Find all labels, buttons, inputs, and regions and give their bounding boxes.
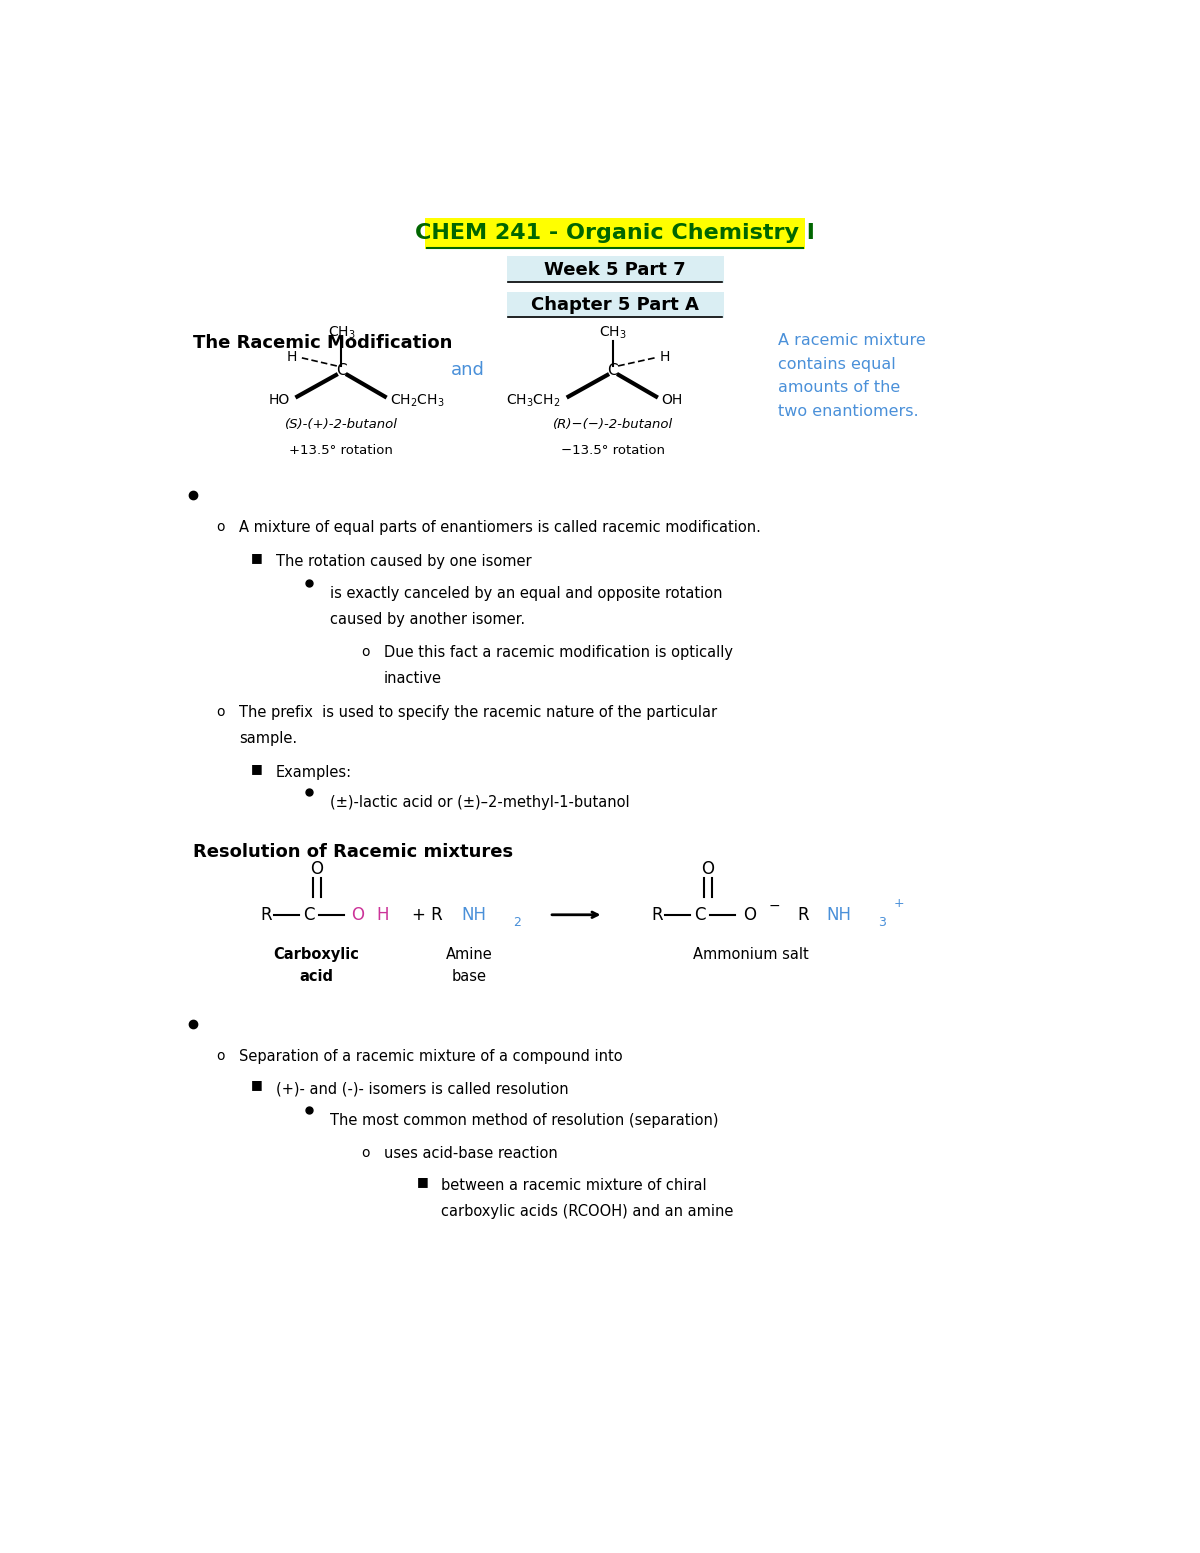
Text: The Racemic Modification: The Racemic Modification <box>193 334 452 351</box>
Text: is exactly canceled by an equal and opposite rotation: is exactly canceled by an equal and oppo… <box>330 585 722 601</box>
Text: A racemic mixture
contains equal
amounts of the
two enantiomers.: A racemic mixture contains equal amounts… <box>778 334 925 419</box>
Text: C: C <box>695 905 706 924</box>
Text: H: H <box>287 349 298 363</box>
Text: CHEM 241 - Organic Chemistry I: CHEM 241 - Organic Chemistry I <box>415 224 815 244</box>
Text: −: − <box>768 899 780 913</box>
Text: O: O <box>352 905 365 924</box>
Text: O: O <box>743 905 756 924</box>
Text: acid: acid <box>300 969 334 983</box>
Text: Examples:: Examples: <box>276 764 352 780</box>
Text: Resolution of Racemic mixtures: Resolution of Racemic mixtures <box>193 843 512 862</box>
Text: base: base <box>452 969 487 983</box>
Text: Separation of a racemic mixture of a compound into: Separation of a racemic mixture of a com… <box>239 1048 623 1064</box>
Text: + R: + R <box>412 905 443 924</box>
Text: o: o <box>216 705 224 719</box>
FancyBboxPatch shape <box>425 217 805 248</box>
Text: The most common method of resolution (separation): The most common method of resolution (se… <box>330 1114 719 1129</box>
Text: Ammonium salt: Ammonium salt <box>692 947 809 963</box>
Text: H: H <box>659 349 670 363</box>
Text: O: O <box>702 859 714 877</box>
Text: $\mathrm{CH_2CH_3}$: $\mathrm{CH_2CH_3}$ <box>390 393 445 408</box>
Text: C: C <box>336 363 347 377</box>
FancyBboxPatch shape <box>506 256 724 283</box>
Text: HO: HO <box>269 393 289 407</box>
Text: (+)- and (-)- isomers is called resolution: (+)- and (-)- isomers is called resoluti… <box>276 1081 568 1096</box>
Text: ■: ■ <box>251 1078 263 1092</box>
FancyBboxPatch shape <box>506 292 724 318</box>
Text: (S)-(+)-2-butanol: (S)-(+)-2-butanol <box>284 418 398 432</box>
Text: Due this fact a racemic modification is optically: Due this fact a racemic modification is … <box>384 644 733 660</box>
Text: $\mathrm{CH_3CH_2}$: $\mathrm{CH_3CH_2}$ <box>506 393 560 408</box>
Text: o: o <box>361 644 370 658</box>
Text: sample.: sample. <box>239 731 298 745</box>
Text: O: O <box>310 859 323 877</box>
Text: ■: ■ <box>251 761 263 775</box>
Text: 2: 2 <box>512 916 521 929</box>
Text: NH: NH <box>462 905 486 924</box>
Text: o: o <box>216 1048 224 1062</box>
Text: C: C <box>607 363 618 377</box>
Text: o: o <box>361 1146 370 1160</box>
Text: and: and <box>451 362 485 379</box>
Text: OH: OH <box>661 393 683 407</box>
Text: caused by another isomer.: caused by another isomer. <box>330 612 524 627</box>
Text: between a racemic mixture of chiral: between a racemic mixture of chiral <box>440 1179 707 1193</box>
Text: uses acid-base reaction: uses acid-base reaction <box>384 1146 558 1160</box>
Text: Carboxylic: Carboxylic <box>274 947 360 963</box>
Text: H: H <box>377 905 389 924</box>
Text: −13.5° rotation: −13.5° rotation <box>560 444 665 457</box>
Text: R: R <box>652 905 664 924</box>
Text: 3: 3 <box>877 916 886 929</box>
Text: (±)-lactic acid or (±)–2-methyl-1-butanol: (±)-lactic acid or (±)–2-methyl-1-butano… <box>330 795 630 811</box>
Text: o: o <box>216 520 224 534</box>
Text: Amine: Amine <box>446 947 493 963</box>
Text: Week 5 Part 7: Week 5 Part 7 <box>544 261 686 278</box>
Text: +: + <box>893 898 904 910</box>
Text: $\mathrm{CH_3}$: $\mathrm{CH_3}$ <box>599 325 626 342</box>
Text: A mixture of equal parts of enantiomers is called racemic modification.: A mixture of equal parts of enantiomers … <box>239 520 761 534</box>
Text: +13.5° rotation: +13.5° rotation <box>289 444 394 457</box>
Text: C: C <box>304 905 314 924</box>
Text: R: R <box>797 905 809 924</box>
Text: R: R <box>260 905 272 924</box>
Text: ■: ■ <box>418 1176 430 1188</box>
Text: inactive: inactive <box>384 671 442 686</box>
Text: ■: ■ <box>251 551 263 564</box>
Text: Chapter 5 Part A: Chapter 5 Part A <box>532 297 698 314</box>
Text: $\mathrm{CH_3}$: $\mathrm{CH_3}$ <box>328 325 355 342</box>
Text: (R)−(−)-2-butanol: (R)−(−)-2-butanol <box>553 418 673 432</box>
Text: NH: NH <box>827 905 852 924</box>
Text: The rotation caused by one isomer: The rotation caused by one isomer <box>276 554 532 568</box>
Text: carboxylic acids (RCOOH) and an amine: carboxylic acids (RCOOH) and an amine <box>440 1204 733 1219</box>
Text: The prefix  is used to specify the racemic nature of the particular: The prefix is used to specify the racemi… <box>239 705 718 719</box>
